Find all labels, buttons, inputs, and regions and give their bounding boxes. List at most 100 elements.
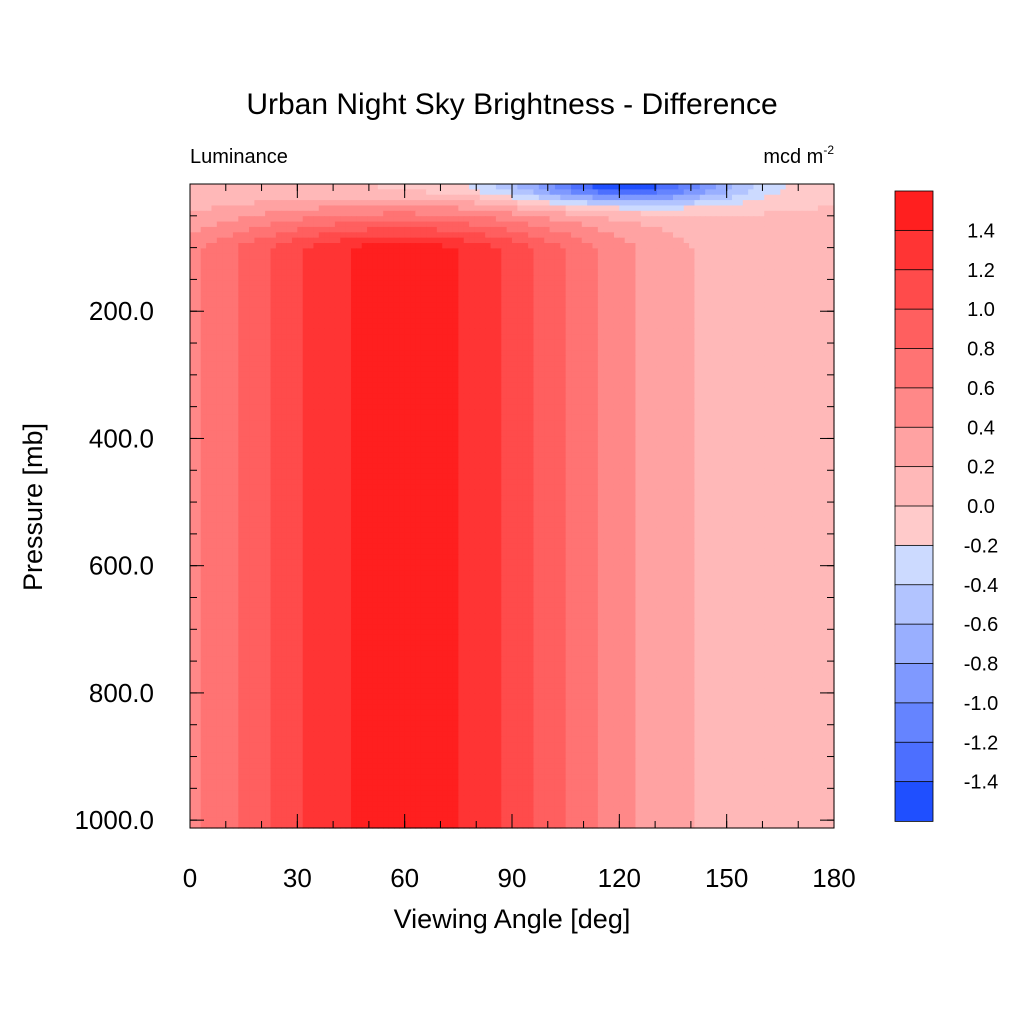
contour-cell: [619, 350, 626, 357]
contour-cell: [764, 221, 771, 228]
contour-cell: [640, 387, 647, 394]
contour-cell: [785, 226, 792, 233]
contour-cell: [447, 275, 454, 282]
contour-cell: [721, 318, 728, 325]
contour-cell: [538, 296, 545, 303]
contour-cell: [324, 237, 331, 244]
contour-cell: [297, 387, 304, 394]
contour-cell: [297, 269, 304, 276]
contour-cell: [377, 269, 384, 276]
contour-cell: [758, 318, 765, 325]
contour-cell: [372, 210, 379, 217]
contour-cell: [748, 280, 755, 287]
contour-cell: [345, 350, 352, 357]
contour-cell: [254, 205, 261, 212]
contour-cell: [222, 382, 229, 389]
contour-cell: [206, 259, 213, 266]
contour-cell: [222, 404, 229, 410]
contour-cell: [281, 339, 288, 346]
contour-cell: [442, 184, 449, 190]
contour-cell: [490, 377, 497, 384]
contour-cell: [436, 371, 443, 378]
contour-cell: [447, 339, 454, 346]
contour-cell: [302, 184, 309, 190]
contour-cell: [340, 318, 347, 325]
contour-cell: [613, 210, 620, 217]
contour-cell: [721, 398, 728, 405]
contour-cell: [345, 318, 352, 325]
contour-cell: [721, 248, 728, 255]
contour-cell: [426, 334, 433, 341]
contour-cell: [662, 350, 669, 357]
contour-cell: [705, 184, 712, 190]
contour-cell: [758, 243, 765, 249]
contour-cell: [485, 285, 492, 292]
contour-cell: [340, 307, 347, 314]
contour-cell: [479, 194, 486, 201]
contour-cell: [522, 269, 529, 276]
contour-cell: [329, 232, 336, 239]
contour-cell: [753, 291, 760, 298]
contour-cell: [694, 312, 701, 319]
contour-cell: [656, 323, 663, 330]
contour-cell: [463, 350, 470, 357]
contour-cell: [592, 302, 599, 309]
contour-cell: [656, 371, 663, 378]
contour-cell: [410, 382, 416, 389]
contour-cell: [436, 194, 443, 201]
contour-cell: [753, 307, 760, 314]
contour-cell: [683, 355, 690, 362]
contour-cell: [823, 307, 830, 314]
contour-cell: [286, 334, 293, 341]
contour-cell: [329, 216, 336, 223]
contour-cell: [286, 345, 293, 351]
contour-cell: [442, 264, 449, 271]
contour-cell: [249, 318, 255, 325]
contour-cell: [528, 200, 535, 207]
contour-cell: [613, 361, 620, 368]
contour-cell: [367, 312, 374, 319]
contour-cell: [399, 307, 406, 314]
contour-cell: [512, 355, 518, 362]
contour-cell: [324, 243, 331, 249]
contour-cell: [506, 404, 513, 410]
contour-cell: [528, 248, 535, 255]
contour-cell: [474, 232, 481, 239]
contour-cell: [635, 243, 642, 249]
contour-cell: [624, 248, 631, 255]
contour-cell: [195, 285, 202, 292]
contour-cell: [581, 382, 588, 389]
contour-cell: [485, 323, 492, 330]
contour-cell: [554, 205, 561, 212]
contour-cell: [232, 232, 239, 239]
contour-cell: [785, 291, 792, 298]
contour-cell: [678, 210, 685, 217]
contour-cell: [673, 184, 679, 190]
contour-cell: [206, 398, 213, 405]
contour-cell: [356, 200, 363, 207]
contour-cell: [259, 200, 266, 207]
contour-cell: [619, 275, 626, 282]
contour-cell: [796, 361, 803, 368]
contour-cell: [356, 350, 363, 357]
contour-cell: [517, 189, 524, 196]
contour-cell: [415, 361, 422, 368]
contour-cell: [603, 328, 610, 335]
contour-cell: [286, 404, 293, 410]
contour-cell: [726, 216, 733, 223]
contour-cell: [715, 350, 722, 357]
contour-cell: [538, 345, 545, 351]
contour-cell: [769, 355, 776, 362]
contour-cell: [592, 216, 599, 223]
contour-cell: [544, 361, 551, 368]
contour-cell: [308, 296, 315, 303]
contour-cell: [286, 393, 293, 400]
contour-cell: [554, 377, 561, 384]
contour-cell: [753, 334, 760, 341]
contour-cell: [302, 243, 309, 249]
contour-cell: [646, 248, 653, 255]
contour-cell: [715, 259, 722, 266]
contour-cell: [587, 318, 594, 325]
contour-cell: [694, 302, 701, 309]
